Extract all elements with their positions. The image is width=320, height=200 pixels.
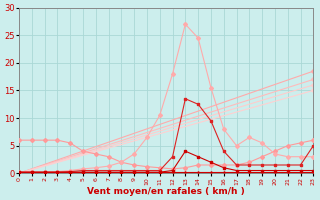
X-axis label: Vent moyen/en rafales ( km/h ): Vent moyen/en rafales ( km/h ) — [87, 187, 245, 196]
